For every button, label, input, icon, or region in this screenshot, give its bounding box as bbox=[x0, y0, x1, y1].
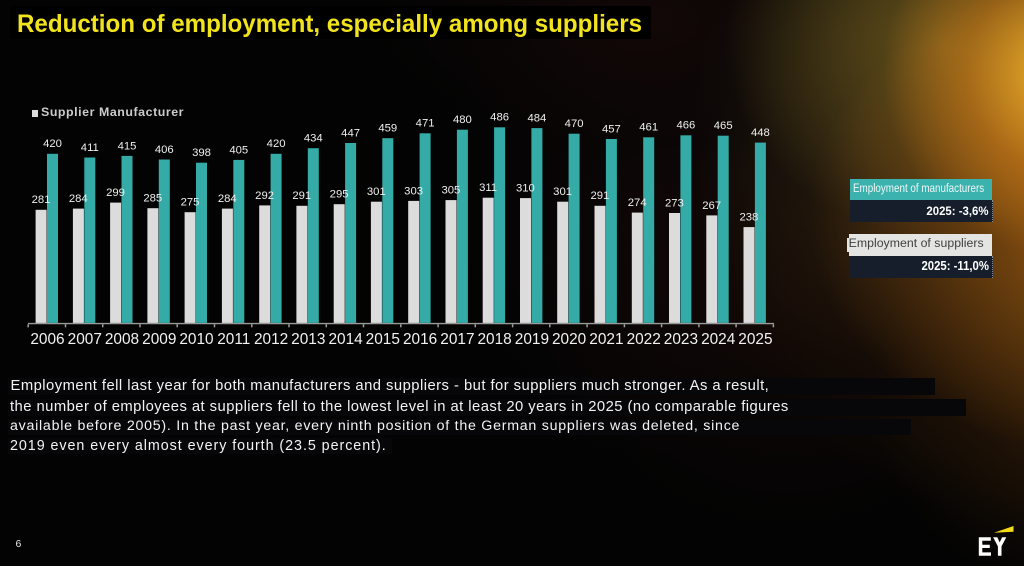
svg-text:486: 486 bbox=[490, 112, 509, 124]
svg-text:484: 484 bbox=[527, 113, 546, 125]
svg-text:2012: 2012 bbox=[254, 331, 288, 348]
svg-text:2024: 2024 bbox=[701, 331, 736, 348]
svg-text:2009: 2009 bbox=[142, 331, 176, 348]
svg-text:480: 480 bbox=[453, 114, 472, 126]
svg-text:457: 457 bbox=[602, 123, 621, 135]
svg-text:273: 273 bbox=[665, 197, 684, 209]
svg-text:305: 305 bbox=[441, 185, 460, 197]
svg-text:311: 311 bbox=[479, 182, 497, 194]
svg-text:295: 295 bbox=[330, 189, 349, 201]
svg-text:238: 238 bbox=[739, 212, 758, 224]
svg-text:420: 420 bbox=[43, 138, 62, 150]
svg-text:284: 284 bbox=[69, 193, 88, 205]
svg-text:2011: 2011 bbox=[217, 331, 250, 348]
svg-text:274: 274 bbox=[628, 197, 647, 209]
svg-text:301: 301 bbox=[367, 186, 386, 198]
svg-text:471: 471 bbox=[416, 118, 435, 130]
svg-text:2007: 2007 bbox=[68, 331, 102, 348]
svg-text:470: 470 bbox=[565, 118, 584, 130]
svg-text:2008: 2008 bbox=[105, 331, 139, 348]
svg-text:292: 292 bbox=[255, 190, 274, 202]
svg-text:2016: 2016 bbox=[403, 331, 437, 348]
svg-text:2020: 2020 bbox=[552, 331, 586, 348]
svg-text:2021: 2021 bbox=[589, 331, 623, 348]
svg-text:2023: 2023 bbox=[664, 331, 698, 348]
svg-text:291: 291 bbox=[292, 190, 311, 202]
svg-text:2025: 2025 bbox=[738, 331, 772, 348]
svg-text:415: 415 bbox=[118, 140, 137, 152]
svg-text:2017: 2017 bbox=[440, 331, 474, 348]
svg-text:275: 275 bbox=[181, 197, 200, 209]
svg-text:2022: 2022 bbox=[627, 331, 661, 348]
svg-text:291: 291 bbox=[590, 190, 609, 202]
svg-text:405: 405 bbox=[229, 144, 248, 156]
svg-text:420: 420 bbox=[267, 138, 286, 150]
svg-text:2014: 2014 bbox=[328, 331, 363, 348]
svg-text:411: 411 bbox=[81, 142, 99, 154]
svg-text:284: 284 bbox=[218, 193, 237, 205]
svg-text:459: 459 bbox=[378, 123, 397, 135]
svg-text:281: 281 bbox=[32, 194, 51, 206]
svg-text:285: 285 bbox=[143, 193, 162, 205]
svg-text:2013: 2013 bbox=[291, 331, 325, 348]
svg-text:267: 267 bbox=[702, 200, 721, 212]
svg-text:310: 310 bbox=[516, 183, 535, 195]
svg-text:448: 448 bbox=[751, 127, 770, 139]
svg-text:466: 466 bbox=[676, 120, 695, 132]
svg-text:2006: 2006 bbox=[30, 331, 64, 348]
svg-text:434: 434 bbox=[304, 133, 323, 145]
svg-text:299: 299 bbox=[106, 187, 125, 199]
svg-text:398: 398 bbox=[192, 147, 211, 159]
svg-text:465: 465 bbox=[714, 120, 733, 132]
svg-text:2010: 2010 bbox=[179, 331, 213, 348]
svg-text:2019: 2019 bbox=[515, 331, 549, 348]
svg-text:406: 406 bbox=[155, 144, 174, 156]
svg-text:447: 447 bbox=[341, 127, 360, 139]
svg-text:301: 301 bbox=[553, 186, 572, 198]
svg-text:461: 461 bbox=[639, 122, 658, 134]
svg-text:303: 303 bbox=[404, 185, 423, 197]
svg-text:2018: 2018 bbox=[477, 331, 511, 348]
svg-text:2015: 2015 bbox=[366, 331, 400, 348]
